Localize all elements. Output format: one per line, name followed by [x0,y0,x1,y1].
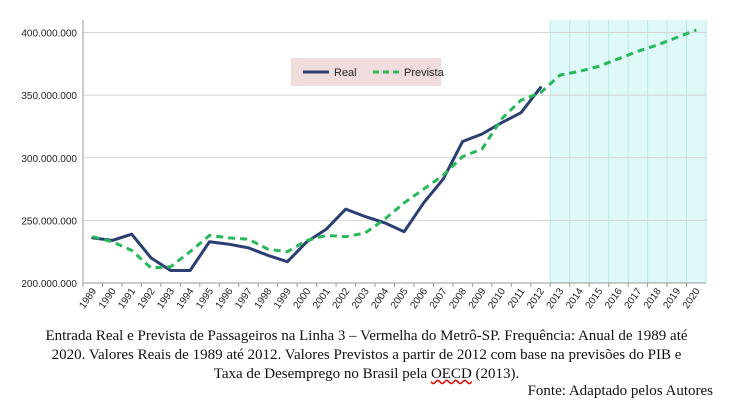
line-chart: 400.000.000 350.000.000 300.000.000 250.000… [21,20,707,311]
x-tick-label: 1993 [155,286,177,311]
x-tick-label: 2003 [350,286,372,311]
caption-line-3-start: Taxa de Desemprego no Brasil pela [213,366,431,382]
x-tick-label: 2008 [447,286,469,311]
x-tick-label: 2007 [428,286,450,311]
x-tick-label: 1990 [97,286,119,311]
y-tick-label: 200.000.000 [21,279,77,290]
caption-line-3: Taxa de Desemprego no Brasil pela OECD (… [14,365,719,384]
series-line-real [91,86,542,272]
x-tick-label: 1989 [77,286,99,311]
x-tick-label: 2009 [467,286,489,311]
x-tick-label: 2001 [311,286,333,311]
x-tick-label: 2016 [603,286,625,311]
x-tick-label: 1994 [175,286,197,311]
y-tick-label: 400.000.000 [21,29,77,40]
series-line-prevista [92,28,697,270]
y-tick-label: 300.000.000 [21,154,77,165]
x-tick-label: 2002 [331,286,353,311]
x-tick-label: 2014 [564,286,586,311]
source-note: Fonte: Adaptado pelos Autores [527,383,713,399]
x-tick-label: 2017 [623,286,645,311]
x-tick-label: 1998 [253,286,275,311]
caption-oecd: OECD [430,366,472,382]
legend-label-real: Real [334,67,357,79]
x-tick-label: 2011 [506,286,528,310]
x-tick-label: 1995 [194,286,216,311]
x-tick-label: 2013 [545,286,567,311]
caption-line-2: 2020. Valores Reais de 1989 até 2012. Va… [51,347,682,363]
x-tick-label: 2012 [525,286,547,311]
figure-caption: Entrada Real e Prevista de Passageiros n… [14,327,719,384]
x-tick-label: 1991 [116,286,138,311]
x-tick-label: 2004 [369,286,391,311]
x-tick-label: 2019 [661,286,683,311]
y-tick-label: 250.000.000 [21,216,77,227]
y-tick-label: 350.000.000 [21,91,77,102]
x-tick-label: 2020 [681,286,703,311]
x-tick-label: 2015 [584,286,606,311]
x-tick-label: 2018 [642,286,664,311]
legend-label-prevista: Prevista [404,67,445,79]
x-tick-label: 1992 [136,286,158,311]
caption-line-1: Entrada Real e Prevista de Passageiros n… [45,328,688,344]
x-tick-label: 1997 [233,286,255,311]
x-tick-label: 1999 [272,286,294,311]
x-tick-label: 2006 [408,286,430,311]
x-tick-label: 2005 [389,286,411,311]
caption-line-3-end: (2013). [471,366,520,382]
x-tick-label: 1996 [214,286,236,311]
x-tick-label: 2000 [292,286,314,311]
x-tick-label: 2010 [486,286,508,311]
